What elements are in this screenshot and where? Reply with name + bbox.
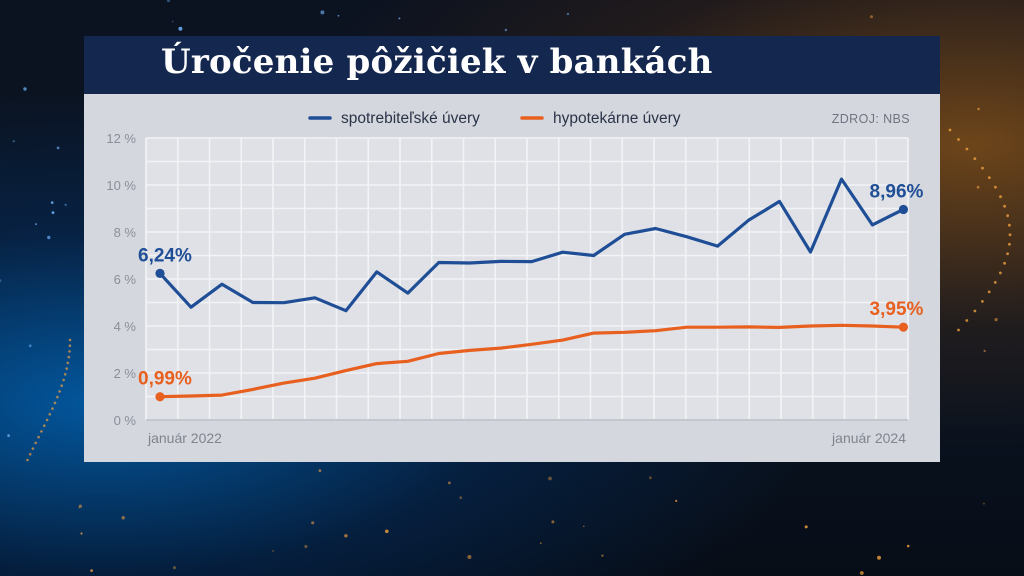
y-tick-label: 2 % [114,366,137,381]
series-line-1 [158,323,906,399]
y-tick-label: 4 % [114,319,137,334]
chart-title: Úročenie pôžičiek v bankách [161,42,713,82]
grid [145,137,909,421]
chart-panel: 0 % 2 % 4 % 6 % 8 % 10 % 12 % január 2022 januá… [84,94,940,462]
y-tick-label: 12 % [106,131,136,146]
data-point [155,268,165,278]
data-point [155,392,165,402]
y-tick-label: 6 % [114,272,137,287]
line-chart: 0 %2 %4 %6 %8 %10 %12 % január 2022 januá… [106,110,924,446]
legend-label: spotrebiteľské úvery [341,110,480,127]
series-line-0 [158,177,906,313]
y-tick-label: 10 % [106,178,136,193]
data-label-end: 3,95% [870,299,924,320]
legend: spotrebiteľské úvery hypotekárne úvery [308,110,681,127]
data-point [898,322,909,332]
series-layer [155,177,909,402]
x-axis: január 2022 január 2024 [147,430,906,446]
data-label-start: 0,99% [138,369,192,390]
legend-label: hypotekárne úvery [553,110,681,127]
x-tick-label: január 2024 [831,430,906,446]
y-axis: 0 % 2 % 4 % 6 % 8 % 10 % 12 % [106,131,136,428]
data-label-start: 6,24% [138,245,192,266]
x-tick-label: január 2022 [147,430,222,446]
data-point [898,204,909,215]
source-note: ZDROJ: NBS [832,112,910,126]
title-bar: Úročenie pôžičiek v bankách [84,36,940,94]
data-labels: 6,24% 8,96% 0,99% 3,95% [138,181,924,389]
y-tick-label: 0 % [114,413,137,428]
y-tick-label: 8 % [114,225,137,240]
data-label-end: 8,96% [870,181,924,202]
